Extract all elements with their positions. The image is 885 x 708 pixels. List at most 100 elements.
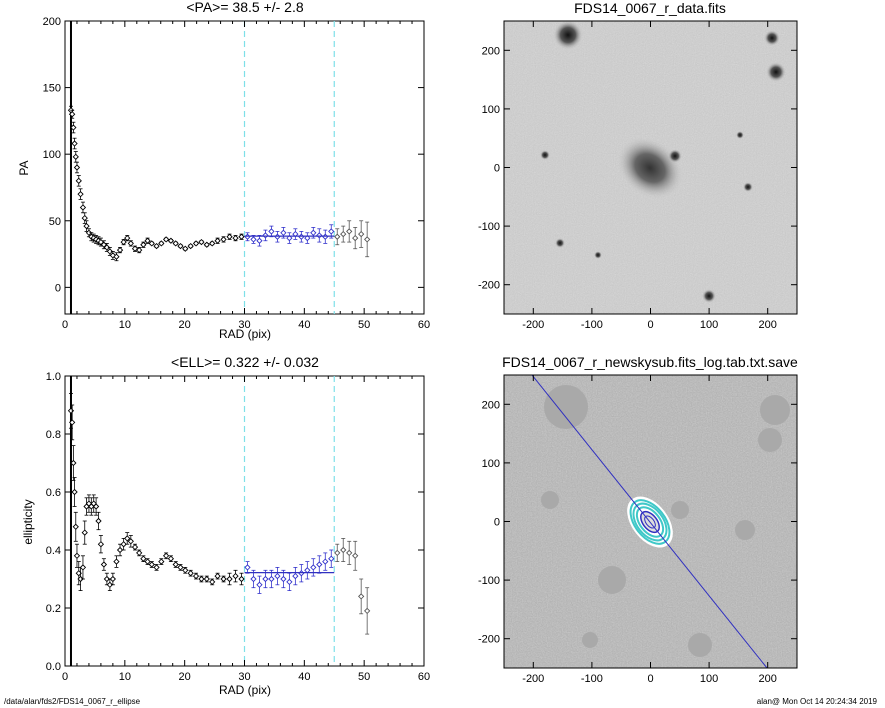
data-point (256, 581, 263, 588)
data-point (262, 232, 269, 239)
pa-profile-chart: <PA>= 38.5 +/- 2.8 RAD (pix) PA 0 10 20 30 4… (17, 0, 430, 341)
data-point (158, 240, 165, 247)
x-tick-label: 40 (298, 319, 310, 331)
data-point (203, 575, 210, 583)
data-point (103, 575, 111, 583)
data-point (97, 541, 105, 548)
star (743, 182, 753, 192)
ell-x-axis-label: RAD (pix) (219, 683, 271, 697)
pa-chart-title: <PA>= 38.5 +/- 2.8 (186, 0, 303, 15)
data-point (232, 572, 239, 580)
y-tick-label: 50 (49, 216, 61, 228)
data-point (113, 253, 120, 260)
data-point (250, 575, 257, 583)
data-point (71, 140, 78, 147)
data-point (209, 240, 216, 247)
data-point (69, 111, 76, 118)
data-point (203, 241, 210, 248)
data-point (120, 541, 127, 548)
data-point (116, 546, 124, 554)
data-point (310, 564, 317, 571)
data-point (172, 561, 179, 568)
data-point (75, 177, 82, 184)
x-tick-label: 0 (647, 673, 653, 685)
data-point (162, 552, 170, 559)
x-tick-label: -100 (581, 673, 603, 685)
data-point (304, 234, 311, 242)
y-tick-label: 100 (43, 149, 61, 161)
data-point (182, 567, 189, 574)
x-tick-label: 0 (62, 671, 68, 683)
y-tick-label: -100 (478, 575, 500, 587)
star (702, 289, 716, 303)
data-point (274, 233, 281, 240)
ell-chart-title: <ELL>= 0.322 +/- 0.032 (171, 354, 319, 370)
data-point (148, 561, 155, 568)
x-tick-label: 10 (119, 319, 131, 331)
y-tick-label: -200 (478, 280, 500, 292)
data-point (70, 124, 77, 131)
y-tick-label: 0.8 (46, 429, 61, 441)
central-galaxy (616, 136, 684, 200)
x-tick-label: 10 (119, 671, 131, 683)
data-point (256, 237, 263, 244)
data-point (124, 234, 131, 242)
data-point (220, 575, 227, 583)
data-point (162, 236, 170, 243)
y-tick-label: 0 (55, 282, 61, 294)
data-point (250, 236, 257, 243)
data-point (72, 153, 79, 160)
data-point (103, 244, 111, 251)
star (594, 251, 602, 259)
data-point (100, 561, 108, 568)
x-tick-label: 60 (418, 319, 430, 331)
data-point (113, 558, 120, 565)
data-point (198, 238, 205, 246)
data-point (238, 233, 245, 240)
y-tick-label: -200 (478, 634, 500, 646)
data-point (131, 543, 139, 551)
star (736, 131, 744, 139)
data-fits-image-panel: FDS14_0067_r_data.fits -200 -100 0 100 200 -2… (478, 0, 798, 331)
data-point (124, 535, 131, 542)
data-point (310, 229, 317, 236)
star (668, 149, 682, 163)
data-point (69, 419, 76, 426)
data-point (187, 570, 194, 577)
data-point (298, 233, 305, 240)
x-tick-label: -200 (522, 319, 544, 331)
data-point (280, 575, 287, 583)
data-point (286, 234, 293, 242)
star (766, 62, 786, 82)
x-tick-label: 100 (700, 673, 718, 685)
data-point (95, 517, 102, 525)
y-tick-label: 100 (482, 458, 500, 470)
data-point (364, 236, 371, 243)
data-point (148, 240, 155, 247)
footer-timestamp: alan@ Mon Oct 14 20:24:34 2019 (756, 697, 877, 706)
y-tick-label: 0.6 (46, 487, 61, 499)
masked-regions (541, 385, 790, 657)
data-point (346, 549, 353, 557)
data-point (79, 564, 87, 571)
data-point (136, 246, 143, 254)
data-point (214, 237, 221, 244)
data-point (328, 555, 335, 562)
data-point (292, 572, 299, 580)
data-point (192, 240, 200, 247)
y-tick-label: -100 (478, 221, 500, 233)
data-point (328, 228, 335, 235)
data-point (346, 228, 353, 235)
data-point (182, 245, 189, 252)
ellipticity-profile-chart: <ELL>= 0.322 +/- 0.032 RAD (pix) ellipti… (21, 354, 430, 697)
data-point (79, 204, 87, 211)
y-tick-label: 200 (482, 399, 500, 411)
data-point (177, 242, 184, 250)
data-point (286, 578, 293, 586)
data-point (364, 607, 371, 615)
pa-y-axis-label: PA (17, 160, 31, 175)
x-tick-label: 20 (179, 319, 191, 331)
data-point (81, 214, 88, 222)
data-point (209, 578, 216, 586)
skysub-image-panel: FDS14_0067_r_newskysub.fits_log.tab.txt.… (478, 354, 798, 685)
